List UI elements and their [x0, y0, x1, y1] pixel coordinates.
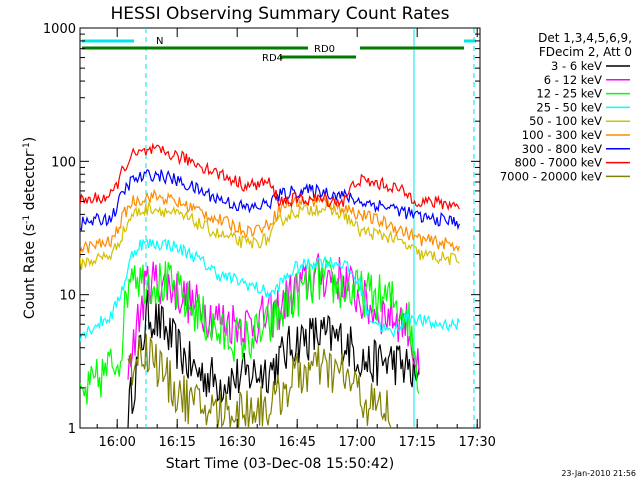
series-line-2: [80, 258, 420, 405]
legend-entry-label: 100 - 300 keV: [522, 128, 602, 142]
x-tick-label: 17:15: [398, 435, 435, 450]
x-tick-label: 16:00: [98, 435, 135, 450]
legend-entry-label: 50 - 100 keV: [529, 114, 602, 128]
rd0-label: RD0: [314, 44, 335, 55]
rd4-label: RD4: [262, 53, 283, 64]
x-tick-label: 17:00: [338, 435, 375, 450]
chart-title: HESSI Observing Summary Count Rates: [110, 4, 449, 24]
legend: Det 1,3,4,5,6,9,FDecim 2, Att 03 - 6 keV…: [500, 31, 632, 183]
timestamp: 23-Jan-2010 21:56: [561, 469, 636, 478]
y-tick-label: 10: [59, 289, 76, 304]
x-tick-label: 16:15: [158, 435, 195, 450]
x-tick-label: 17:30: [458, 435, 495, 450]
legend-entry-label: 3 - 6 keV: [551, 59, 602, 73]
legend-entry-label: 7000 - 20000 keV: [500, 169, 602, 183]
series-line-1: [127, 253, 420, 380]
series-line-5: [80, 188, 460, 256]
y-tick-label: 100: [51, 155, 76, 170]
series-line-4: [80, 201, 460, 270]
y-tick-label: 1: [68, 422, 76, 437]
legend-header-line: FDecim 2, Att 0: [539, 45, 632, 59]
series-line-8: [127, 333, 392, 428]
y-axis: 1 10 100 1000: [43, 22, 480, 437]
y-axis-label: Count Rate (s-1 detector-1): [22, 137, 38, 319]
series-line-6: [80, 169, 460, 231]
legend-entry-label: 6 - 12 keV: [544, 73, 602, 87]
x-tick-label: 16:45: [278, 435, 315, 450]
plot-area: N RD0 RD4: [79, 27, 481, 429]
legend-entry-label: 800 - 7000 keV: [514, 156, 602, 170]
series-line-7: [80, 142, 460, 212]
x-tick-label: 16:30: [218, 435, 255, 450]
legend-entry-label: 300 - 800 keV: [522, 142, 602, 156]
legend-header-line: Det 1,3,4,5,6,9,: [538, 31, 632, 45]
series-group: [80, 142, 460, 428]
legend-entry-label: 25 - 50 keV: [536, 100, 602, 114]
plot-frame: [79, 27, 481, 429]
n-label: N: [156, 36, 163, 47]
x-axis: 16:00 16:15 16:30 16:45 17:00 17:15 17:30: [96, 28, 496, 450]
legend-entry-label: 12 - 25 keV: [536, 87, 602, 101]
x-axis-label: Start Time (03-Dec-08 15:50:42): [166, 456, 394, 472]
y-tick-label: 1000: [43, 22, 76, 37]
series-line-0: [127, 290, 420, 428]
series-line-3: [80, 238, 460, 342]
